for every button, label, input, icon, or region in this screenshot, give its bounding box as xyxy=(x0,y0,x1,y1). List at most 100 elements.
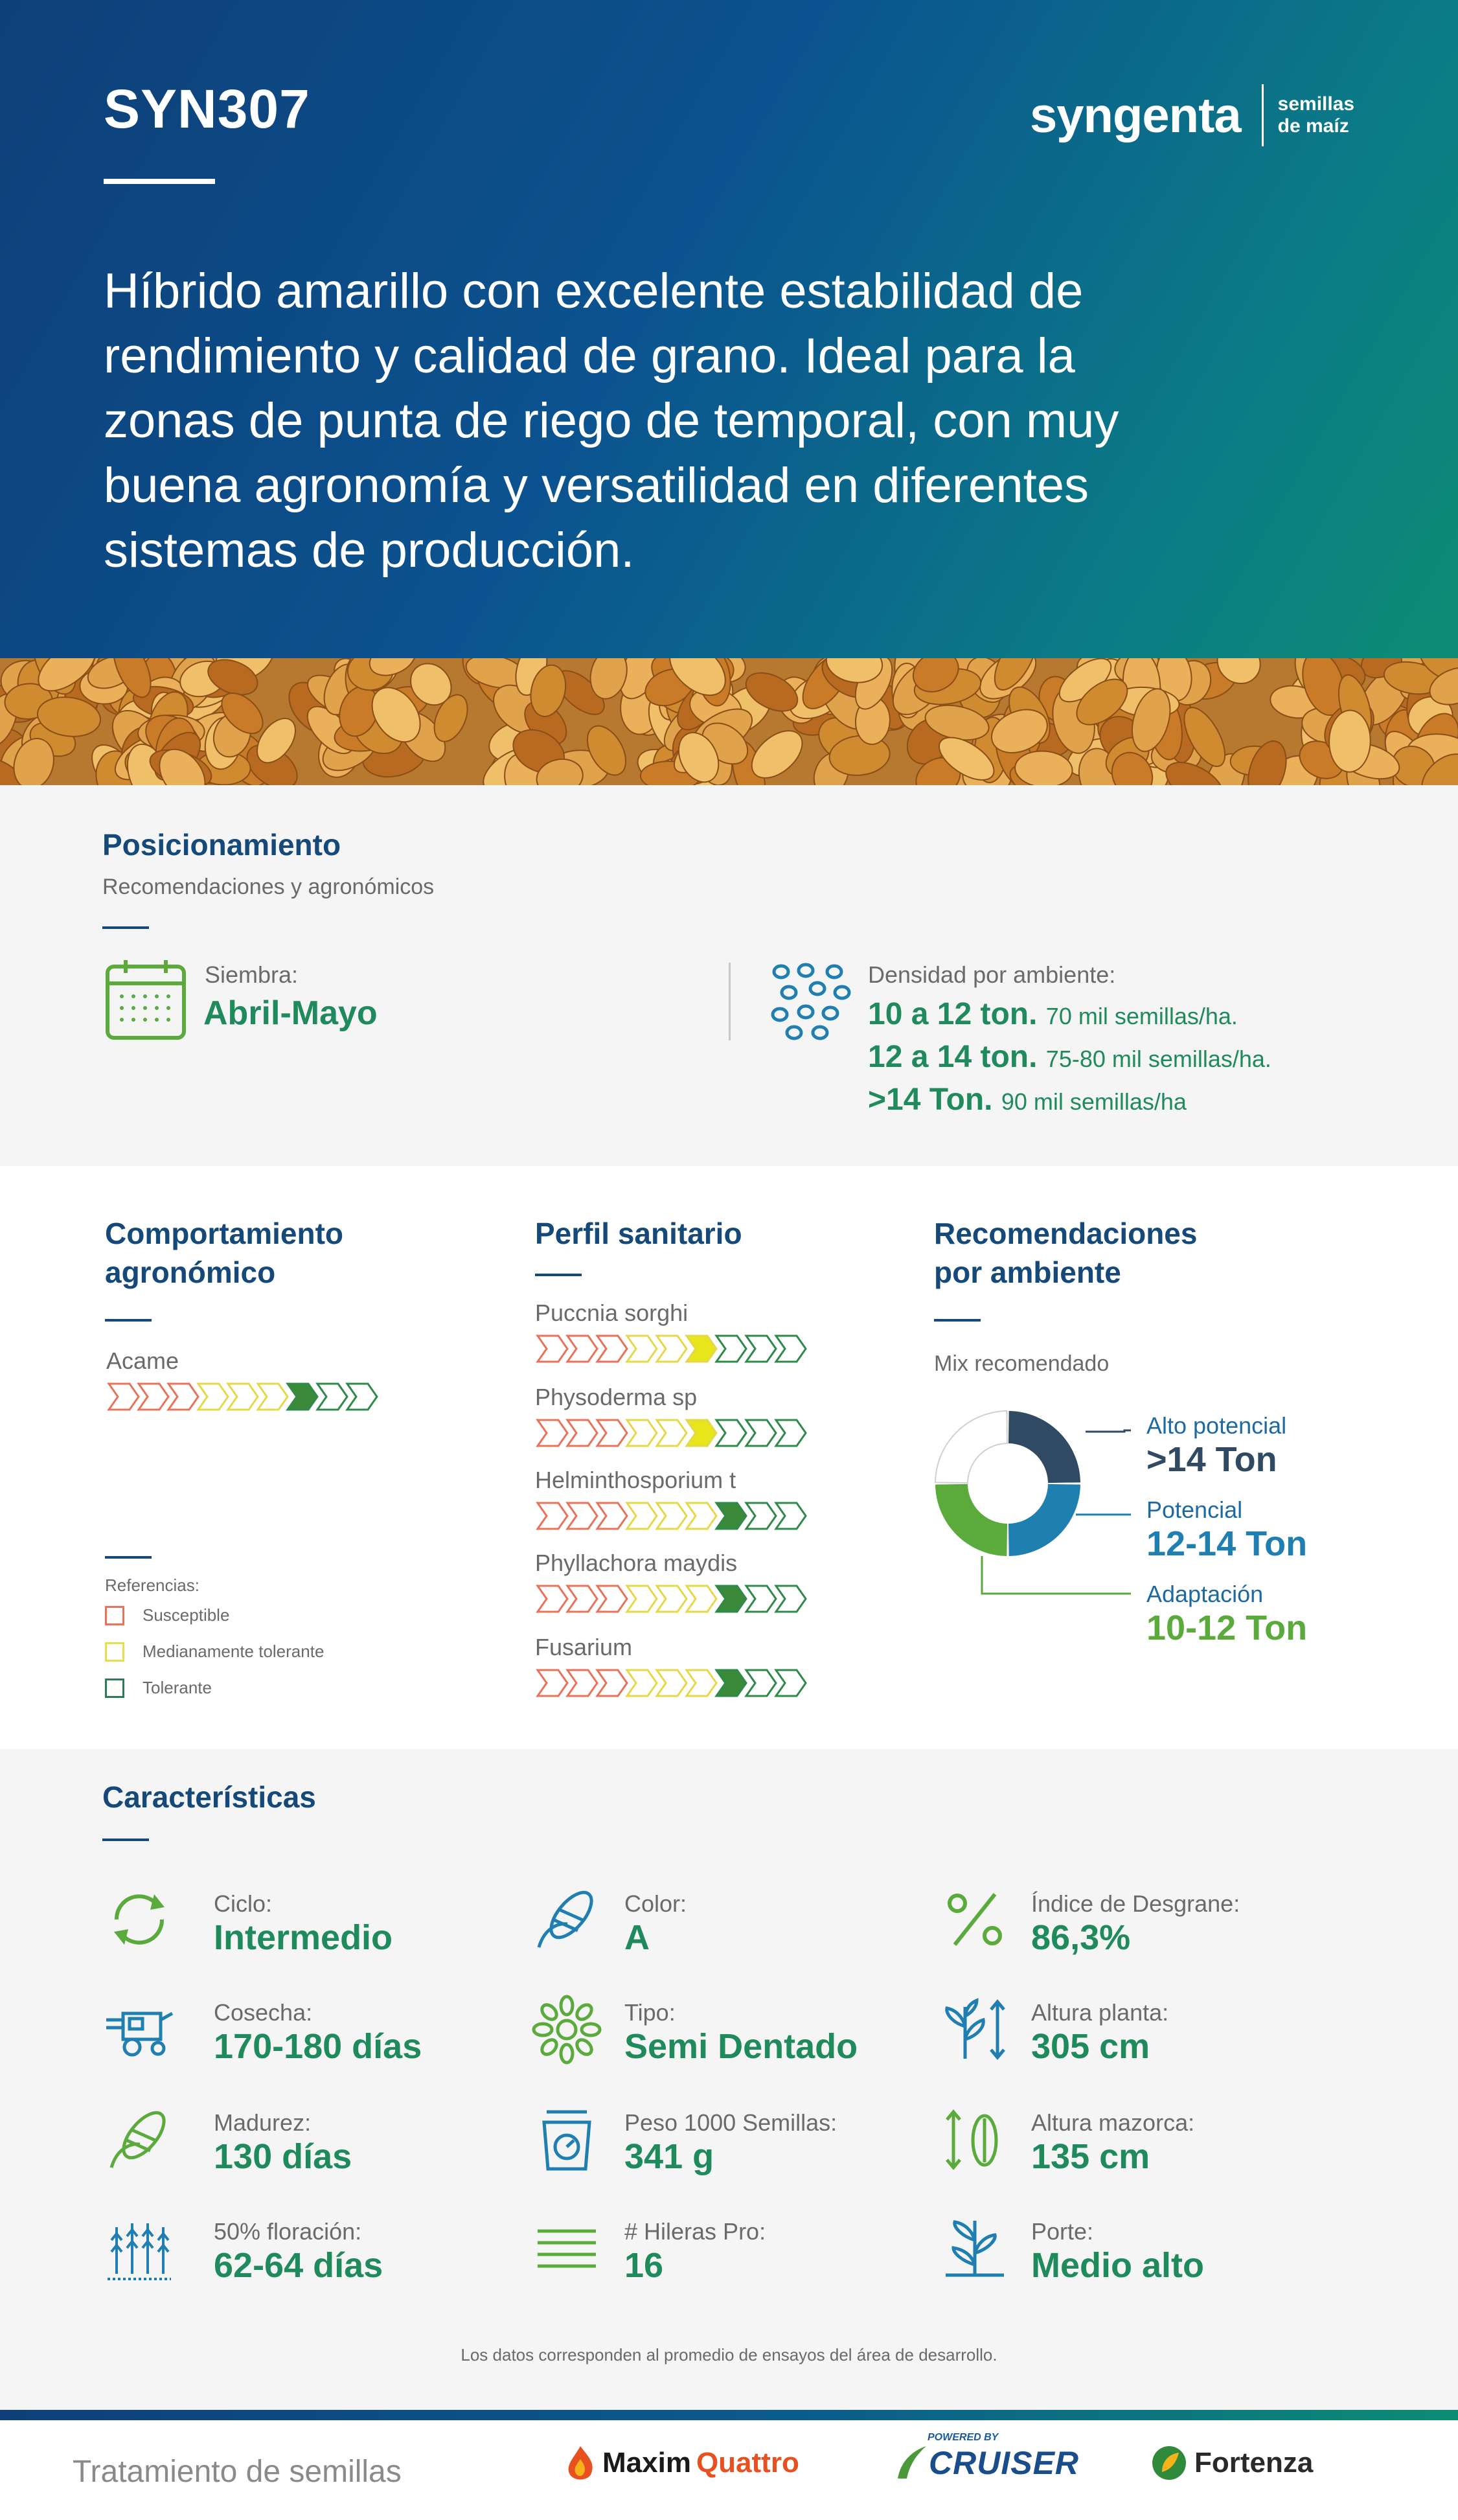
rating-chevron xyxy=(744,1669,777,1697)
corn-kernel xyxy=(668,658,726,696)
corn-kernel xyxy=(1216,658,1261,685)
char-label: Porte: xyxy=(1031,2218,1094,2245)
rating-chevron xyxy=(625,1669,658,1697)
disease-label: Helminthosporium t xyxy=(535,1467,736,1493)
rating-chevron xyxy=(655,1502,688,1530)
char-label: Cosecha: xyxy=(214,1999,313,2026)
footer: Tratamiento de semillas Maxim Quattro PO… xyxy=(0,2410,1458,2520)
corn-kernel xyxy=(371,687,421,743)
corn-kernel xyxy=(1429,667,1458,705)
corn-kernel xyxy=(589,658,628,700)
rating-chevron xyxy=(536,1669,569,1697)
char-label: # Hileras Pro: xyxy=(624,2218,766,2245)
logo-separator xyxy=(1261,84,1264,146)
maxim-quattro-logo: Maxim Quattro xyxy=(562,2444,799,2482)
data-source-note: Los datos corresponden al promedio de en… xyxy=(461,2345,997,2365)
recommendations-title: Recomendaciones por ambiente xyxy=(934,1214,1197,1292)
disease-label: Phyllachora maydis xyxy=(535,1550,738,1576)
char-value: A xyxy=(624,1918,650,1957)
rating-chevron xyxy=(744,1334,777,1363)
corn-kernel xyxy=(1328,709,1371,773)
rows-icon xyxy=(538,2229,596,2268)
corn-kernel xyxy=(207,659,258,696)
agronomic-title-line: agronómico xyxy=(105,1255,276,1289)
corn-kernel xyxy=(1132,688,1171,752)
recommendations-title-line: por ambiente xyxy=(934,1255,1121,1289)
cruiser-swoosh-icon xyxy=(898,2446,926,2479)
siembra-value: Abril-Mayo xyxy=(203,994,378,1032)
intro-line: rendimiento y calidad de grano. Ideal pa… xyxy=(104,328,1075,384)
rating-chevron xyxy=(714,1334,747,1363)
syngenta-logo: syngenta semillas de maíz xyxy=(1030,83,1354,148)
logo-sub-line-2: de maíz xyxy=(1277,115,1349,137)
corn-kernel xyxy=(938,737,995,781)
rating-chevron xyxy=(256,1382,289,1411)
densidad-detail: 90 mil semillas/ha xyxy=(1001,1088,1187,1115)
donut-value: >14 Ton xyxy=(1146,1440,1277,1479)
rating-chevron xyxy=(774,1334,807,1363)
rating-chevron xyxy=(595,1334,628,1363)
percent-icon xyxy=(948,1893,1002,1946)
rating-chevron xyxy=(625,1334,658,1363)
rating-chevron xyxy=(315,1382,348,1411)
rating-chevron xyxy=(744,1502,777,1530)
reference-label: Susceptible xyxy=(142,1605,230,1625)
char-label: 50% floración: xyxy=(214,2218,362,2245)
rating-chevron xyxy=(774,1419,807,1447)
scale-icon xyxy=(542,2110,591,2171)
ear-height-icon xyxy=(946,2109,998,2170)
plant-height-icon xyxy=(945,1998,1005,2060)
corn-kernel xyxy=(913,658,959,693)
rating-chevron xyxy=(685,1669,718,1697)
char-value: 170-180 días xyxy=(214,2027,422,2066)
logo-wordmark: syngenta xyxy=(1030,87,1242,143)
section-rule xyxy=(934,1319,981,1322)
corn-kernel xyxy=(1183,707,1226,768)
rating-chevron xyxy=(744,1585,777,1613)
title-rule xyxy=(104,179,215,184)
rating-chevron xyxy=(774,1502,807,1530)
vertical-separator xyxy=(729,963,731,1040)
susceptible-swatch xyxy=(105,1605,124,1625)
disease-label: Puccnia sorghi xyxy=(535,1300,689,1326)
densidad-range: 12 a 14 ton. xyxy=(868,1040,1038,1074)
flame-icon xyxy=(568,2446,593,2480)
densidad-row: 12 a 14 ton. 75-80 mil semillas/ha. xyxy=(868,1039,1271,1075)
tassel-icon xyxy=(108,2223,171,2280)
footer-band xyxy=(0,2410,1458,2420)
tolerant-swatch xyxy=(105,1678,124,1698)
rating-chevron xyxy=(655,1419,688,1447)
corn-kernels-image xyxy=(0,658,1458,785)
rating-chevron xyxy=(774,1585,807,1613)
char-value: 341 g xyxy=(624,2137,714,2176)
characteristics-section xyxy=(0,1749,1458,2410)
char-label: Altura planta: xyxy=(1031,1999,1169,2026)
fortenza-text: Fortenza xyxy=(1194,2447,1314,2479)
fortenza-leaf-icon xyxy=(1152,2446,1186,2480)
powered-by-text: POWERED BY xyxy=(928,2432,999,2443)
rating-chevron xyxy=(565,1502,598,1530)
rating-chevron xyxy=(655,1334,688,1363)
char-label: Madurez: xyxy=(214,2109,312,2136)
medium-tolerant-swatch xyxy=(105,1642,124,1662)
donut-value: 10-12 Ton xyxy=(1146,1609,1308,1647)
intro-line: buena agronomía y versatilidad en difere… xyxy=(104,458,1089,513)
corn-kernel xyxy=(113,658,152,698)
donut-slice-empty xyxy=(934,1410,1008,1484)
profile-section xyxy=(0,1166,1458,1749)
corn-kernel xyxy=(745,672,799,712)
char-label: Ciclo: xyxy=(214,1890,273,1917)
siembra-label: Siembra: xyxy=(205,961,299,988)
mix-label: Mix recomendado xyxy=(934,1351,1110,1376)
corn-kernel xyxy=(1421,753,1458,785)
rating-chevron xyxy=(226,1382,259,1411)
corn-kernel xyxy=(1076,678,1128,726)
corn-kernel xyxy=(530,664,567,717)
corn-kernel xyxy=(994,658,1037,691)
seed-treatment-label: Tratamiento de semillas xyxy=(73,2455,402,2489)
corn-kernel xyxy=(221,693,264,735)
corn-kernel xyxy=(536,758,584,785)
mix-donut-chart xyxy=(934,1410,1131,1595)
intro-line: zonas de punta de riego de temporal, con… xyxy=(104,393,1119,448)
plant-habit-icon xyxy=(946,2220,1004,2277)
